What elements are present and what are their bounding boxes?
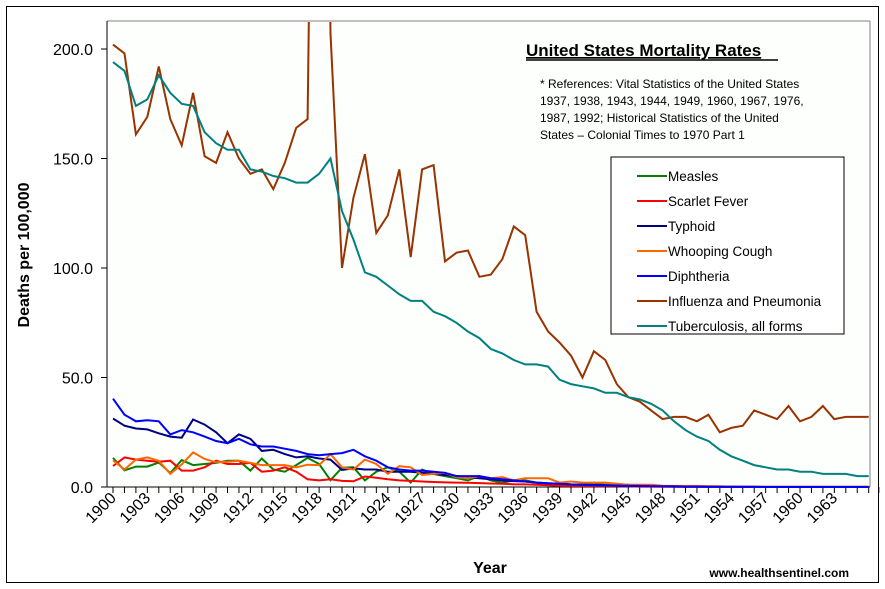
legend-label-influenza-and-pneumonia: Influenza and Pneumonia — [668, 294, 822, 309]
y-tick-label: 0.0 — [71, 480, 93, 497]
y-tick-label: 100.0 — [53, 261, 93, 278]
chart-frame: 0.0 50.0 100.0 150.0 200.0 1900 1903 1906 1909 1… — [6, 6, 880, 583]
x-tick-label: 1912 — [220, 490, 257, 527]
x-tick-label: 1948 — [632, 490, 669, 527]
x-tick-label: 1945 — [598, 490, 635, 527]
x-tick-label: 1915 — [254, 490, 291, 527]
legend: Measles Scarlet Fever Typhoid Whooping Coug… — [610, 156, 845, 335]
x-tick-label: 1936 — [495, 490, 532, 527]
x-axis-title: Year — [473, 560, 507, 577]
x-tick-label: 1906 — [151, 490, 188, 527]
legend-label-measles: Measles — [668, 169, 719, 184]
x-tick-label: 1903 — [117, 490, 154, 527]
legend-box — [610, 156, 845, 335]
x-tick-label: 1957 — [735, 490, 772, 527]
x-tick-label: 1918 — [289, 490, 326, 527]
series-line-tuberculosis-all-forms — [112, 61, 869, 478]
references-line-4: States – Colonial Times to 1970 Part 1 — [540, 128, 745, 142]
series-line-influenza-and-pneumonia — [112, 22, 869, 434]
y-tick-label: 200.0 — [53, 42, 93, 59]
legend-label-typhoid: Typhoid — [668, 219, 715, 234]
legend-label-tuberculosis-all-forms: Tuberculosis, all forms — [668, 319, 803, 334]
chart-title: United States Mortality Rates — [526, 41, 761, 60]
y-tick-label: 50.0 — [62, 371, 93, 388]
y-tick-label: 150.0 — [53, 152, 93, 169]
x-tick-label: 1930 — [426, 490, 463, 527]
references-line-3: 1987, 1992; Historical Statistics of the… — [540, 111, 779, 125]
x-tick-label: 1924 — [357, 490, 394, 527]
references-line-1: * References: Vital Statistics of the Un… — [540, 77, 799, 91]
x-tick-label: 1942 — [564, 490, 601, 527]
credit-url: www.healthsentinel.com — [708, 566, 849, 580]
x-tick-label: 1963 — [804, 490, 841, 527]
x-tick-label: 1933 — [460, 490, 497, 527]
series-line-diphtheria — [112, 398, 869, 488]
x-tick-label: 1927 — [392, 490, 429, 527]
references-line-2: 1937, 1938, 1943, 1944, 1949, 1960, 1967… — [540, 94, 804, 108]
x-tick-label: 1951 — [667, 490, 704, 527]
legend-label-scarlet-fever: Scarlet Fever — [668, 194, 749, 209]
legend-label-whooping-cough: Whooping Cough — [668, 244, 772, 259]
x-tick-label: 1939 — [529, 490, 566, 527]
x-tick-label: 1921 — [323, 490, 360, 527]
x-tick-label: 1909 — [186, 490, 223, 527]
legend-label-diphtheria: Diphtheria — [668, 269, 730, 284]
x-tick-label: 1954 — [701, 490, 738, 527]
x-tick-label: 1960 — [770, 490, 807, 527]
y-axis-title: Deaths per 100,000 — [16, 182, 33, 327]
